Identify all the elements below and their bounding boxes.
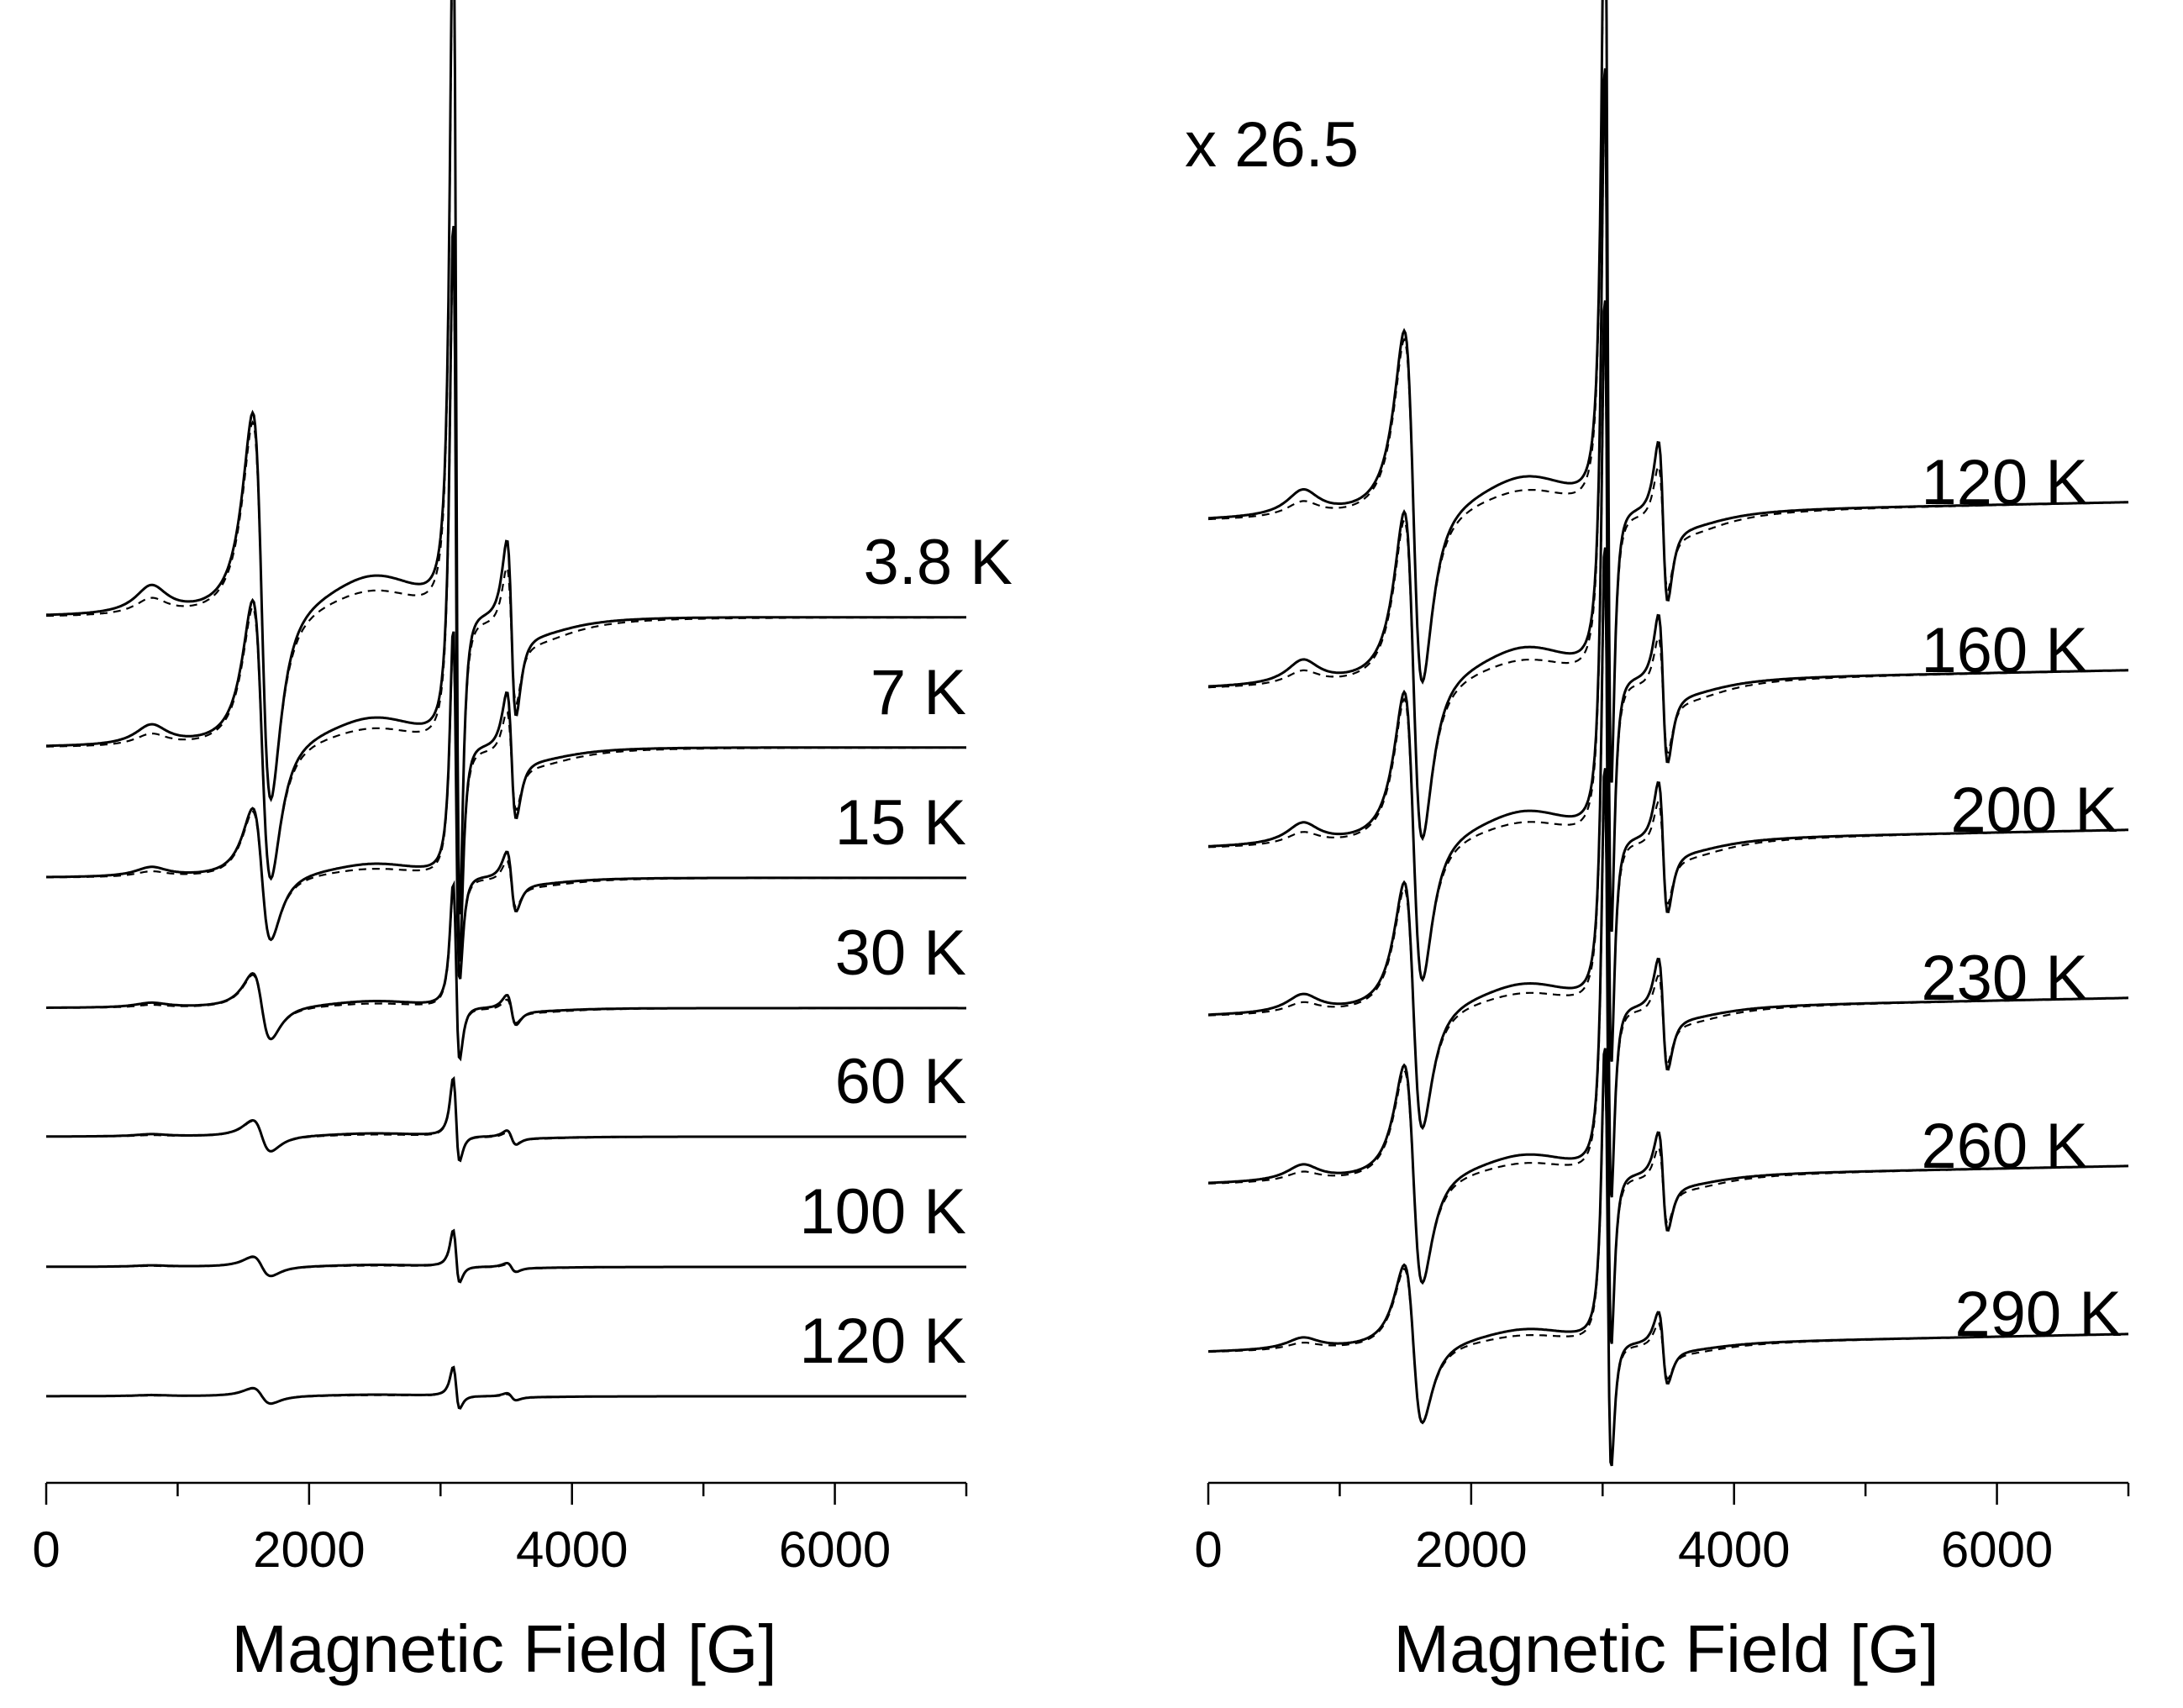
trace-experiment-0 [46,0,966,915]
x-tick-label-0: 0 [32,1521,60,1578]
trace-experiment-3 [1208,547,2128,1198]
left-x-axis-title: Magnetic Field [G] [231,1611,776,1686]
trace-experiment-3 [46,880,966,1062]
trace-label-0: 3.8 K [864,527,1013,598]
trace-label-4: 60 K [835,1046,966,1117]
trace-experiment-0 [1208,0,2129,783]
trace-simulation-5 [1207,1059,2128,1466]
trace-label-1: 7 K [871,657,966,728]
trace-simulation-3 [46,886,966,1061]
x-tick-label-3: 6000 [779,1521,891,1578]
trace-label-3: 230 K [1921,943,2088,1014]
trace-simulation-2 [46,641,966,979]
left-x-axis: 0 2000 4000 6000 [32,1481,968,1578]
x-tick-label-1: 2000 [1415,1521,1527,1578]
trace-label-6: 120 K [799,1306,966,1377]
trace-label-0: 120 K [1921,447,2088,518]
trace-label-2: 15 K [835,787,966,859]
left-panel: 3.8 K 7 K 15 K 30 K 60 K 100 K 120 K 0 2000 4000… [32,0,1013,1686]
trace-label-1: 160 K [1921,615,2088,686]
trace-experiment-4 [1207,768,2129,1344]
trace-simulation-0 [46,0,966,913]
trace-simulation-1 [1208,92,2128,931]
x-tick-label-3: 6000 [1941,1521,2053,1578]
right-panel: 120 K 160 K 200 K 230 K 260 K 290 K 0 2000 4000… [1185,0,2130,1686]
trace-simulation-5 [46,1230,966,1283]
trace-label-5: 290 K [1954,1279,2122,1350]
right-x-axis: 0 2000 4000 6000 [1194,1481,2130,1578]
trace-experiment-4 [46,1075,966,1163]
right-x-axis-title: Magnetic Field [G] [1393,1611,1938,1686]
right-trace-labels: 120 K 160 K 200 K 230 K 260 K 290 K [1921,447,2122,1350]
left-traces [46,0,966,1410]
trace-label-5: 100 K [799,1176,966,1248]
left-trace-labels: 3.8 K 7 K 15 K 30 K 60 K 100 K 120 K [799,527,1013,1377]
trace-experiment-1 [46,225,966,962]
trace-simulation-6 [46,1367,966,1410]
x-tick-label-2: 4000 [516,1521,628,1578]
x-tick-label-2: 4000 [1678,1521,1790,1578]
trace-simulation-4 [1207,784,2128,1343]
right-traces [1207,0,2129,1467]
scale-factor-note: x 26.5 [1185,109,1359,181]
trace-label-2: 200 K [1950,775,2117,846]
trace-simulation-3 [1207,565,2128,1197]
trace-simulation-0 [1207,0,2128,781]
trace-label-3: 30 K [835,917,966,989]
x-tick-label-1: 2000 [253,1521,365,1578]
trace-simulation-4 [46,1079,966,1162]
trace-experiment-2 [46,631,966,980]
trace-label-4: 260 K [1921,1111,2088,1182]
x-tick-label-0: 0 [1194,1521,1222,1578]
trace-simulation-2 [1208,322,2128,1061]
